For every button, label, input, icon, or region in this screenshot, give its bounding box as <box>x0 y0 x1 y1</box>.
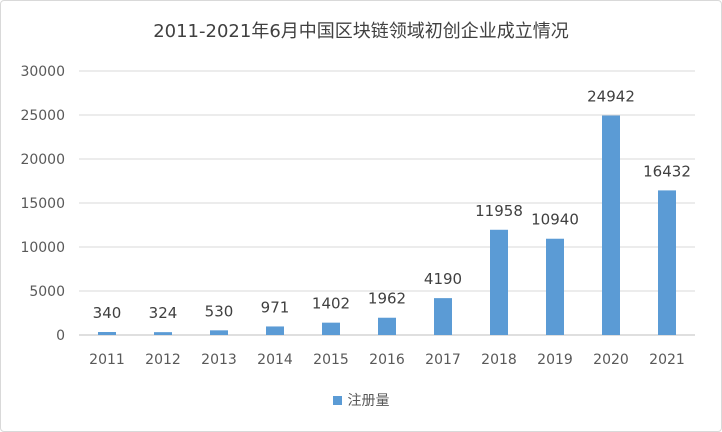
y-tick-label: 20000 <box>20 152 65 168</box>
x-tick-label: 2011 <box>89 352 125 368</box>
data-label: 1962 <box>368 290 406 308</box>
data-label: 10940 <box>531 211 579 229</box>
data-label: 971 <box>261 298 290 316</box>
data-label: 16432 <box>643 162 691 180</box>
data-label: 11958 <box>475 202 523 220</box>
data-label: 324 <box>149 304 178 322</box>
bar-2015 <box>322 322 340 335</box>
data-label: 24942 <box>587 88 635 106</box>
chart-title: 2011-2021年6月中国区块链领域初创企业成立情况 <box>153 21 569 42</box>
bar-2019 <box>546 238 564 335</box>
bar-2021 <box>658 190 676 335</box>
bar-2020 <box>602 115 620 335</box>
y-tick-label: 10000 <box>20 240 65 256</box>
bar-2011 <box>98 332 116 335</box>
y-tick-label: 30000 <box>20 64 65 80</box>
x-tick-label: 2020 <box>593 352 629 368</box>
x-tick-label: 2016 <box>369 352 405 368</box>
x-tick-label: 2018 <box>481 352 517 368</box>
legend: 注册量 <box>0 390 722 410</box>
bar-2013 <box>210 330 228 335</box>
legend-swatch <box>332 396 342 405</box>
bar-2017 <box>434 298 452 335</box>
x-tick-label: 2021 <box>649 352 685 368</box>
legend-label: 注册量 <box>347 393 390 409</box>
data-label: 4190 <box>424 270 462 288</box>
x-tick-label: 2017 <box>425 352 461 368</box>
x-tick-label: 2013 <box>201 352 237 368</box>
data-label: 340 <box>93 304 122 322</box>
x-tick-label: 2019 <box>537 352 573 368</box>
bar-2012 <box>154 332 172 335</box>
bar-2014 <box>266 326 284 335</box>
data-label: 1402 <box>312 295 350 313</box>
y-tick-label: 15000 <box>20 196 65 212</box>
y-tick-label: 25000 <box>20 108 65 124</box>
bar-2016 <box>378 317 396 335</box>
x-tick-label: 2015 <box>313 352 349 368</box>
bar-2018 <box>490 229 508 335</box>
y-tick-label: 5000 <box>29 284 65 300</box>
data-label: 530 <box>205 302 234 320</box>
y-tick-label: 0 <box>56 328 65 344</box>
x-tick-label: 2014 <box>257 352 293 368</box>
x-tick-label: 2012 <box>145 352 181 368</box>
